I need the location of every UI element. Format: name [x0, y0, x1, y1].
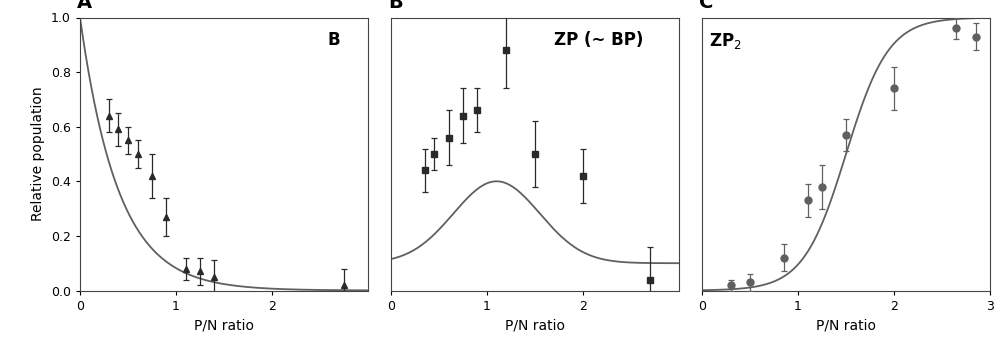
Text: C: C	[699, 0, 714, 12]
Text: A: A	[77, 0, 92, 12]
Y-axis label: Relative population: Relative population	[31, 87, 45, 221]
Text: ZP$_2$: ZP$_2$	[709, 31, 741, 51]
X-axis label: P/N ratio: P/N ratio	[816, 318, 876, 332]
X-axis label: P/N ratio: P/N ratio	[194, 318, 254, 332]
Text: ZP (∼ BP): ZP (∼ BP)	[554, 31, 643, 49]
X-axis label: P/N ratio: P/N ratio	[505, 318, 565, 332]
Text: B: B	[388, 0, 403, 12]
Text: B: B	[327, 31, 340, 49]
